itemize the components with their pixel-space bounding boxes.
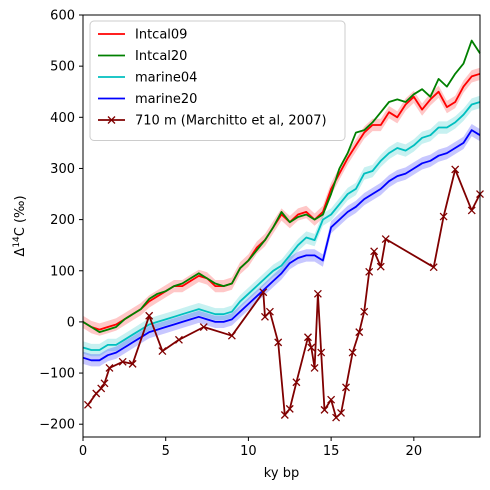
y-axis-label: Δ14C (‰)	[12, 195, 28, 256]
marker-710-m-marchitto-et-al-2007-32	[365, 267, 374, 276]
x-tick-label-0: 0	[79, 444, 87, 459]
marker-710-m-marchitto-et-al-2007-5	[118, 357, 127, 366]
line-marine20	[82, 129, 481, 362]
line-marine04	[82, 101, 481, 351]
marker-710-m-marchitto-et-al-2007-8	[158, 347, 167, 356]
marker-710-m-marchitto-et-al-2007-24	[320, 405, 329, 414]
marker-710-m-marchitto-et-al-2007-23	[317, 348, 326, 357]
marker-710-m-marchitto-et-al-2007-34	[376, 262, 385, 271]
y-tick-label-300: 300	[50, 162, 75, 177]
marker-710-m-marchitto-et-al-2007-37	[439, 212, 448, 221]
plot-frame	[82, 14, 481, 438]
marker-710-m-marchitto-et-al-2007-18	[292, 378, 301, 387]
marker-710-m-marchitto-et-al-2007-30	[355, 328, 364, 337]
marker-710-m-marchitto-et-al-2007-6	[128, 359, 137, 368]
marker-710-m-marchitto-et-al-2007-29	[348, 348, 357, 357]
y-tick-label-200: 200	[50, 213, 75, 228]
marker-710-m-marchitto-et-al-2007-11	[227, 331, 236, 340]
legend-label-marine04: marine04	[135, 71, 197, 86]
band-marine20	[83, 124, 480, 367]
line-710-m-marchitto-et-al-2007	[87, 168, 481, 419]
marker-710-m-marchitto-et-al-2007-3	[100, 379, 109, 388]
y-tick-label-100: 100	[50, 264, 75, 279]
y-axis: −200 −100 0 100 200 300 400 500 600	[39, 9, 83, 433]
x-tick-label-15: 15	[323, 444, 340, 459]
legend-item-marine20: marine20	[98, 92, 197, 107]
marker-710-m-marchitto-et-al-2007-22	[313, 289, 322, 298]
marker-710-m-marchitto-et-al-2007-20	[307, 343, 316, 352]
legend-label-intcal20: Intcal20	[135, 49, 187, 64]
marker-710-m-marchitto-et-al-2007-9	[174, 335, 183, 344]
y-tick-label-600: 600	[50, 9, 75, 24]
marker-710-m-marchitto-et-al-2007-35	[381, 235, 390, 244]
legend-item-710-m-marchitto-et-al-2007: 710 m (Marchitto et al, 2007)	[98, 114, 327, 129]
marker-710-m-marchitto-et-al-2007-27	[337, 408, 346, 417]
marker-710-m-marchitto-et-al-2007-15	[274, 338, 283, 347]
marker-710-m-marchitto-et-al-2007-0	[84, 400, 92, 409]
x-axis: 0 5 10 15 20	[79, 437, 422, 459]
x-tick-label-5: 5	[162, 444, 170, 459]
y-tick-label--200: −200	[39, 418, 75, 433]
marker-710-m-marchitto-et-al-2007-2	[97, 384, 106, 393]
marker-710-m-marchitto-et-al-2007-10	[199, 323, 208, 331]
marker-710-m-marchitto-et-al-2007-31	[360, 307, 369, 316]
legend-item-intcal20: Intcal20	[98, 49, 187, 64]
legend-box	[89, 20, 346, 141]
marker-710-m-marchitto-et-al-2007-7	[145, 311, 154, 320]
marker-710-m-marchitto-et-al-2007-28	[342, 383, 350, 392]
marker-710-m-marchitto-et-al-2007-39	[467, 206, 476, 215]
marker-710-m-marchitto-et-al-2007-21	[310, 363, 319, 372]
marker-710-m-marchitto-et-al-2007-12	[259, 288, 268, 297]
marker-710-m-marchitto-et-al-2007-19	[304, 333, 312, 342]
x-axis-label: ky bp	[264, 466, 299, 481]
marker-710-m-marchitto-et-al-2007-25	[327, 395, 336, 404]
x-tick-label-20: 20	[406, 444, 423, 459]
legend-label-710-m-marchitto-et-al-2007: 710 m (Marchitto et al, 2007)	[135, 114, 327, 129]
marker-710-m-marchitto-et-al-2007-14	[265, 307, 274, 316]
line-intcal09	[82, 72, 481, 331]
legend-item-marine04: marine04	[98, 71, 197, 86]
marker-710-m-marchitto-et-al-2007-38	[451, 165, 460, 174]
marker-710-m-marchitto-et-al-2007-4	[105, 363, 114, 372]
y-tick-label-0: 0	[67, 315, 75, 330]
marker-710-m-marchitto-et-al-2007-36	[429, 263, 438, 272]
line-intcal20	[82, 39, 481, 334]
marker-710-m-marchitto-et-al-2007-16	[280, 411, 289, 419]
series-markers	[84, 165, 484, 422]
y-tick-label--100: −100	[39, 367, 75, 382]
x-tick-label-10: 10	[240, 444, 257, 459]
legend-label-marine20: marine20	[135, 92, 197, 107]
legend-item-intcal09: Intcal09	[98, 28, 187, 43]
y-tick-label-400: 400	[50, 111, 75, 126]
marker-710-m-marchitto-et-al-2007-33	[370, 247, 379, 256]
legend: Intcal09 Intcal20 marine04 marine20 710 m (M…	[89, 20, 346, 141]
marker-710-m-marchitto-et-al-2007-17	[285, 404, 294, 413]
y-tick-label-500: 500	[50, 60, 75, 75]
legend-label-intcal09: Intcal09	[135, 28, 187, 43]
